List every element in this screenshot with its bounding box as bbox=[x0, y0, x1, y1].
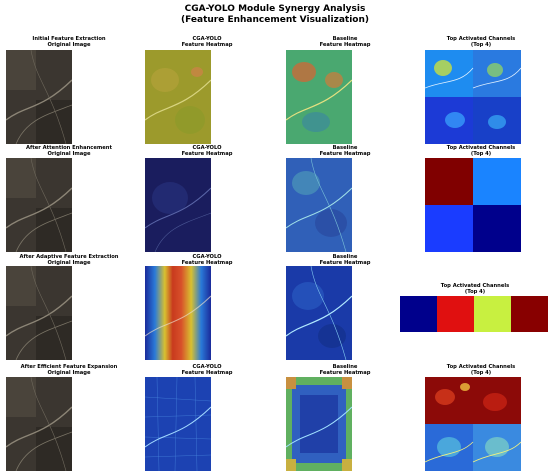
row3-baseline-heatmap bbox=[286, 266, 352, 360]
row2-original-caption: After Attention Enhancement Original Imag… bbox=[26, 145, 112, 158]
row1-baseline-heatmap bbox=[286, 50, 352, 144]
row1-original-image bbox=[6, 50, 72, 144]
row4-baseline-heatmap bbox=[286, 377, 352, 471]
row4-top-channels bbox=[425, 377, 521, 471]
row4-cga-caption: CGA-YOLO Feature Heatmap bbox=[181, 364, 233, 377]
row3-original-image bbox=[6, 266, 72, 360]
row3-cga-heatmap bbox=[145, 266, 211, 360]
row2-top-channels bbox=[425, 158, 521, 252]
row4-cga-heatmap bbox=[145, 377, 211, 471]
figure-title: CGA-YOLO Module Synergy Analysis bbox=[184, 4, 366, 14]
row2-cga-caption: CGA-YOLO Feature Heatmap bbox=[181, 145, 233, 158]
row4-original-caption: After Efficient Feature Expansion Origina… bbox=[20, 364, 118, 377]
row1-cga-heatmap bbox=[145, 50, 211, 144]
row3-top-channels bbox=[400, 296, 548, 332]
row3-baseline-caption: Baseline Feature Heatmap bbox=[319, 254, 371, 267]
page-title: CGA-YOLO Module Synergy Analysis (Featur… bbox=[0, 4, 550, 26]
row1-cga-caption: CGA-YOLO Feature Heatmap bbox=[181, 36, 233, 49]
row3-original-caption: After Adaptive Feature Extraction Origina… bbox=[19, 254, 119, 267]
row1-original-caption: Initial Feature Extraction Original Image bbox=[32, 36, 106, 49]
row2-baseline-caption: Baseline Feature Heatmap bbox=[319, 145, 371, 158]
row2-top-caption: Top Activated Channels (Top 4) bbox=[446, 145, 516, 158]
row4-original-image bbox=[6, 377, 72, 471]
row2-original-image bbox=[6, 158, 72, 252]
row3-top-caption: Top Activated Channels (Top 4) bbox=[440, 283, 510, 296]
row4-baseline-caption: Baseline Feature Heatmap bbox=[319, 364, 371, 377]
row3-cga-caption: CGA-YOLO Feature Heatmap bbox=[181, 254, 233, 267]
row1-top-caption: Top Activated Channels (Top 4) bbox=[446, 36, 516, 49]
row2-cga-heatmap bbox=[145, 158, 211, 252]
row1-baseline-caption: Baseline Feature Heatmap bbox=[319, 36, 371, 49]
row1-top-channels bbox=[425, 50, 521, 144]
row2-baseline-heatmap bbox=[286, 158, 352, 252]
row4-top-caption: Top Activated Channels (Top 4) bbox=[446, 364, 516, 377]
figure-subtitle: (Feature Enhancement Visualization) bbox=[181, 15, 369, 25]
